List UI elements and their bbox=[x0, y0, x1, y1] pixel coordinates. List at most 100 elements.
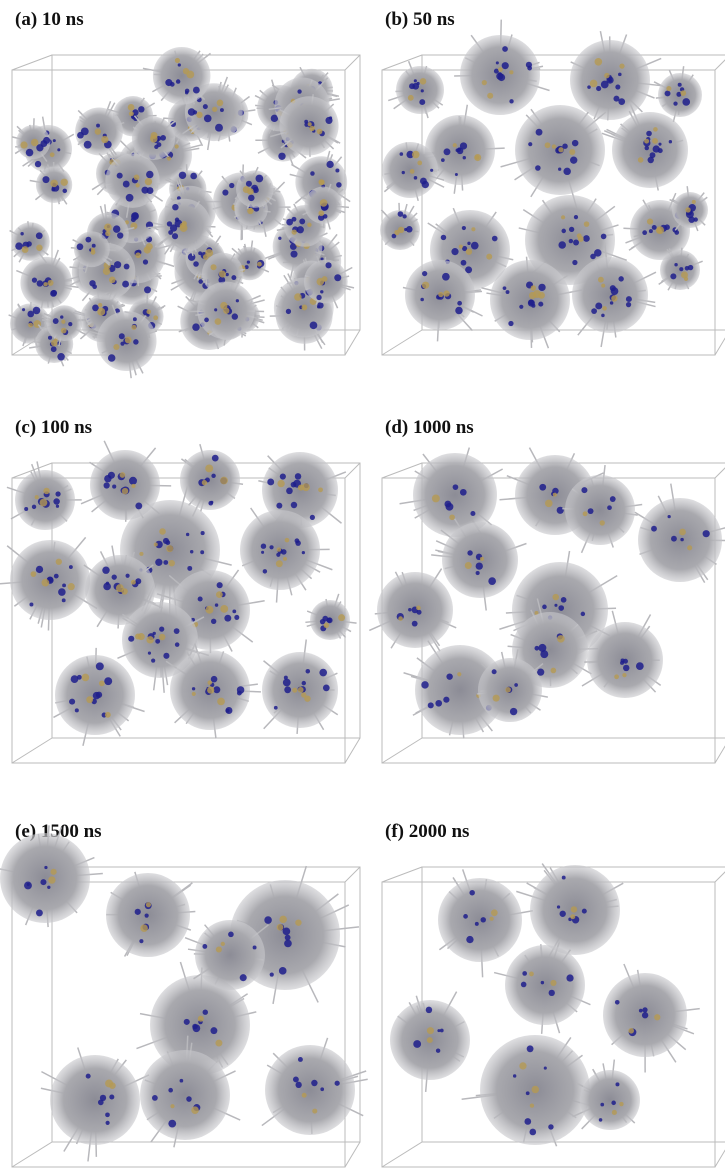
head-group bbox=[561, 597, 567, 603]
head-group bbox=[320, 1087, 324, 1091]
core bbox=[487, 93, 493, 99]
head-group bbox=[261, 551, 264, 554]
head-group bbox=[77, 243, 84, 250]
core bbox=[210, 264, 216, 270]
core bbox=[35, 495, 39, 499]
core bbox=[486, 254, 492, 260]
head-group bbox=[212, 455, 219, 462]
head-group bbox=[541, 981, 544, 984]
head-group bbox=[53, 139, 56, 142]
core bbox=[692, 200, 696, 204]
head-group bbox=[20, 232, 23, 235]
head-group bbox=[588, 508, 594, 514]
core bbox=[584, 221, 590, 227]
head-group bbox=[481, 917, 486, 922]
core bbox=[99, 680, 105, 686]
head-group bbox=[295, 1082, 301, 1088]
core bbox=[312, 1109, 317, 1114]
core bbox=[318, 210, 324, 216]
head-group bbox=[155, 559, 162, 566]
core bbox=[122, 488, 128, 494]
head-group bbox=[120, 342, 124, 346]
head-group bbox=[48, 336, 52, 340]
head-group bbox=[557, 507, 564, 514]
head-group bbox=[276, 503, 282, 509]
head-group bbox=[234, 615, 239, 620]
head-group bbox=[192, 687, 195, 690]
head-group bbox=[469, 890, 474, 895]
head-group bbox=[63, 189, 68, 194]
head-group bbox=[203, 104, 208, 109]
head-group bbox=[653, 145, 660, 152]
head-group bbox=[203, 1009, 208, 1014]
head-group bbox=[168, 1088, 173, 1093]
core bbox=[20, 141, 27, 148]
core bbox=[146, 636, 153, 643]
micelle bbox=[516, 864, 623, 957]
core bbox=[491, 909, 498, 916]
head-group bbox=[284, 686, 291, 693]
core bbox=[140, 924, 148, 932]
head-group bbox=[398, 211, 404, 217]
core bbox=[50, 152, 55, 157]
core bbox=[182, 221, 187, 226]
head-group bbox=[188, 253, 196, 261]
core bbox=[91, 250, 96, 255]
head-group bbox=[193, 87, 200, 94]
head-group bbox=[582, 909, 587, 914]
head-group bbox=[463, 914, 468, 919]
core bbox=[109, 277, 116, 284]
head-group bbox=[306, 669, 311, 674]
core bbox=[685, 207, 690, 212]
head-group bbox=[688, 217, 694, 223]
head-group bbox=[426, 1007, 432, 1013]
head-group bbox=[190, 173, 197, 180]
head-group bbox=[37, 280, 43, 286]
head-group bbox=[527, 66, 532, 71]
head-group bbox=[671, 536, 677, 542]
box-edge bbox=[382, 1142, 422, 1167]
head-group bbox=[104, 475, 111, 482]
core bbox=[619, 64, 624, 69]
core bbox=[679, 529, 686, 536]
head-group bbox=[135, 909, 141, 915]
core bbox=[31, 571, 37, 577]
head-group bbox=[412, 621, 418, 627]
head-group bbox=[558, 241, 566, 249]
head-group bbox=[590, 254, 596, 260]
core bbox=[474, 154, 481, 161]
head-group bbox=[269, 545, 273, 549]
core bbox=[202, 480, 207, 485]
head-group bbox=[267, 479, 274, 486]
head-group bbox=[104, 677, 112, 685]
head-group bbox=[297, 89, 301, 93]
head-group bbox=[57, 148, 60, 151]
head-group bbox=[323, 684, 330, 691]
head-group bbox=[688, 265, 693, 270]
head-group bbox=[455, 307, 463, 315]
head-group bbox=[549, 990, 555, 996]
head-group bbox=[198, 596, 203, 601]
head-group bbox=[528, 299, 534, 305]
core bbox=[529, 292, 536, 299]
head-group bbox=[286, 488, 293, 495]
micelle bbox=[390, 992, 470, 1092]
box-edge bbox=[345, 330, 360, 355]
box-edge bbox=[715, 738, 725, 763]
core bbox=[553, 493, 557, 497]
head-group bbox=[461, 260, 467, 266]
core bbox=[292, 688, 297, 693]
core bbox=[550, 980, 556, 986]
head-group bbox=[421, 89, 424, 92]
core bbox=[146, 902, 151, 907]
core bbox=[36, 245, 42, 251]
head-group bbox=[172, 204, 178, 210]
core bbox=[602, 306, 607, 311]
head-group bbox=[522, 971, 527, 976]
head-group bbox=[112, 485, 116, 489]
head-group bbox=[299, 218, 305, 224]
head-group bbox=[96, 124, 100, 128]
head-group bbox=[601, 314, 605, 318]
head-group bbox=[430, 169, 433, 172]
head-group bbox=[561, 229, 566, 234]
